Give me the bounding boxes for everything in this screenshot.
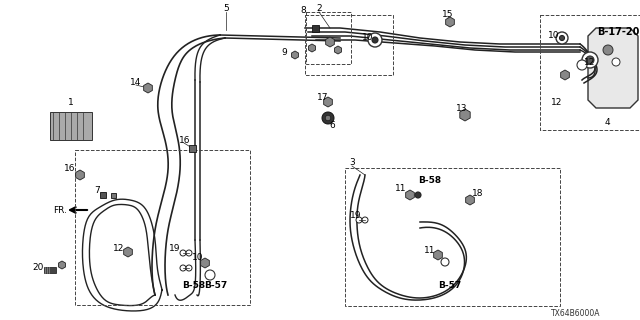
Polygon shape (445, 17, 454, 27)
Text: 1: 1 (68, 98, 74, 107)
Text: 7: 7 (94, 186, 100, 195)
Circle shape (205, 270, 215, 280)
Text: 12: 12 (113, 244, 125, 252)
Text: TX64B6000A: TX64B6000A (550, 309, 600, 318)
Bar (44, 267, 56, 273)
Text: 20: 20 (32, 263, 44, 273)
Bar (306, 12, 351, 64)
Text: B-57: B-57 (204, 281, 228, 290)
Bar (189, 145, 195, 151)
Circle shape (362, 217, 368, 223)
Circle shape (322, 112, 334, 124)
Text: 19: 19 (350, 211, 362, 220)
Bar (75, 150, 250, 305)
Circle shape (186, 265, 192, 271)
Circle shape (186, 250, 192, 256)
Circle shape (372, 37, 378, 43)
Text: 12: 12 (551, 98, 563, 107)
Circle shape (368, 33, 382, 47)
Text: 10: 10 (192, 253, 204, 262)
Bar (111, 193, 115, 197)
Circle shape (325, 115, 331, 121)
Text: B-58: B-58 (182, 281, 205, 290)
Polygon shape (406, 190, 414, 200)
Polygon shape (292, 51, 298, 59)
Polygon shape (460, 109, 470, 121)
Polygon shape (308, 44, 316, 52)
Text: 8: 8 (300, 5, 306, 14)
Text: 19: 19 (169, 244, 180, 252)
Polygon shape (326, 37, 334, 47)
Text: 12: 12 (584, 58, 595, 67)
Circle shape (356, 217, 362, 223)
Polygon shape (466, 195, 474, 205)
Circle shape (559, 36, 564, 41)
Text: 14: 14 (131, 77, 141, 86)
Bar (345, 168, 560, 306)
Text: 10: 10 (362, 33, 374, 42)
Text: B-57: B-57 (438, 281, 461, 290)
Text: FR.: FR. (53, 205, 67, 214)
Text: 9: 9 (281, 47, 287, 57)
Circle shape (441, 258, 449, 266)
Polygon shape (561, 70, 570, 80)
Text: 2: 2 (316, 4, 322, 12)
Text: B-17-20: B-17-20 (598, 27, 640, 37)
Circle shape (603, 45, 613, 55)
Circle shape (415, 192, 421, 198)
Circle shape (180, 250, 186, 256)
Text: 18: 18 (472, 188, 484, 197)
Bar (305, 15, 393, 75)
Polygon shape (76, 170, 84, 180)
Polygon shape (143, 83, 152, 93)
Text: 11: 11 (424, 245, 435, 254)
Bar (540, 15, 640, 130)
Bar (50, 112, 92, 140)
Text: 6: 6 (329, 121, 335, 130)
Circle shape (180, 265, 186, 271)
Circle shape (612, 58, 620, 66)
Text: 16: 16 (179, 135, 191, 145)
Polygon shape (588, 28, 638, 108)
Polygon shape (124, 247, 132, 257)
Circle shape (577, 60, 587, 70)
Polygon shape (335, 46, 342, 54)
Text: 3: 3 (349, 157, 355, 166)
Text: 17: 17 (317, 92, 329, 101)
Circle shape (556, 32, 568, 44)
Polygon shape (324, 97, 332, 107)
Polygon shape (201, 258, 209, 268)
Circle shape (586, 56, 594, 64)
Text: 11: 11 (394, 183, 406, 193)
Text: 16: 16 (64, 164, 76, 172)
Text: 5: 5 (223, 4, 229, 12)
Bar (312, 25, 319, 31)
Text: 10: 10 (548, 30, 560, 39)
Text: 13: 13 (456, 103, 468, 113)
Text: B-58: B-58 (419, 175, 442, 185)
Polygon shape (58, 261, 65, 269)
Text: 15: 15 (442, 10, 454, 19)
Text: 4: 4 (604, 117, 610, 126)
Bar (100, 192, 106, 198)
Circle shape (582, 52, 598, 68)
Polygon shape (434, 250, 442, 260)
